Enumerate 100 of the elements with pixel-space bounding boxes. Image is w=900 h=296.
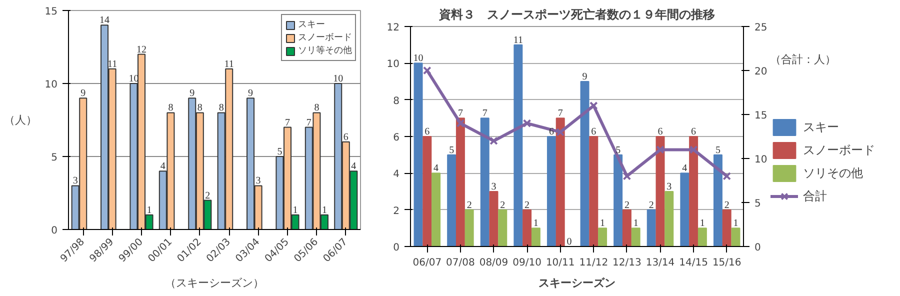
data-label: 14 [100, 15, 110, 26]
y2-axis-title: （合計：人） [770, 52, 837, 67]
data-label: 2 [500, 200, 506, 211]
bar [456, 118, 465, 246]
data-label: 4 [160, 161, 166, 172]
x-tick-label: 12/13 [612, 258, 642, 268]
data-label: 1 [146, 204, 152, 216]
data-label: 1 [533, 218, 538, 230]
point [622, 172, 632, 180]
data-label: 5 [616, 144, 621, 156]
bar [498, 209, 508, 246]
data-label: 1 [633, 218, 638, 230]
legend-label: スキー [803, 118, 839, 136]
bar [580, 81, 590, 246]
y-tick-label: 0 [51, 226, 58, 236]
bar [556, 118, 565, 246]
bar [422, 136, 432, 246]
data-label: 4 [434, 163, 439, 174]
y-tick-label: 5 [51, 152, 58, 164]
x-axis-title: （スキーシーズン） [165, 276, 264, 290]
legend-label: ソリ等その他 [298, 44, 352, 57]
data-label: 1 [322, 204, 327, 216]
data-label: 11 [513, 34, 523, 46]
data-label: 10 [413, 53, 424, 64]
bar [480, 118, 490, 246]
y-tick-label: 15 [44, 6, 58, 18]
data-label: 4 [351, 161, 356, 172]
y-tick-label: 10 [386, 59, 400, 70]
x-tick-label: 08/09 [479, 258, 508, 268]
data-label: 9 [190, 88, 195, 100]
bar [489, 191, 498, 246]
data-label: 11 [107, 58, 118, 70]
bar [689, 136, 698, 246]
legend-label: スノーボード [298, 32, 352, 44]
y-tick-label: 2 [393, 206, 400, 217]
bar [664, 191, 674, 246]
bar [531, 228, 540, 246]
point [722, 172, 732, 180]
bar [598, 228, 608, 246]
data-label: 1 [600, 218, 606, 230]
bar [614, 154, 623, 246]
data-label: 2 [524, 200, 530, 211]
data-label: 9 [582, 72, 588, 82]
x-tick-label: 06/07 [412, 258, 442, 268]
data-label: 2 [724, 200, 730, 211]
y-tick-label: 0 [393, 242, 400, 254]
bar [589, 136, 598, 246]
x-tick-label: 11/12 [579, 258, 608, 268]
bar [414, 62, 423, 246]
point [556, 128, 565, 136]
data-label: 8 [197, 102, 202, 114]
data-label: 8 [168, 102, 174, 114]
data-label: 4 [682, 163, 688, 174]
y2-tick-label: 5 [754, 198, 761, 210]
x-tick-label: 15/16 [712, 258, 742, 268]
bar [646, 209, 656, 246]
data-label: 7 [458, 108, 463, 120]
data-label: 3 [72, 176, 78, 187]
x-tick-label: 13/14 [646, 258, 675, 268]
data-label: 6 [424, 126, 430, 138]
data-label: 5 [277, 146, 282, 158]
data-label: 5 [449, 144, 454, 156]
y2-tick-label: 20 [754, 66, 768, 78]
y-axis-title: （人） [4, 114, 37, 126]
point [522, 119, 532, 128]
data-label: 2 [205, 190, 210, 202]
data-label: 7 [482, 108, 488, 120]
point [689, 146, 698, 154]
data-label: 2 [624, 200, 630, 211]
chart-title: 資料３ スノースポーツ死亡者数の１９年間の推移 [438, 8, 715, 22]
data-label: 8 [218, 102, 224, 114]
bar [622, 209, 632, 246]
point [589, 102, 598, 110]
data-label: 6 [591, 126, 596, 138]
data-label: 3 [491, 182, 496, 192]
data-label: 3 [666, 182, 672, 192]
bar [698, 228, 707, 246]
data-label: 6 [343, 132, 348, 143]
y-tick-label: 12 [386, 22, 400, 34]
x-tick-label: 10/11 [546, 258, 575, 268]
x-tick-label: 14/15 [679, 258, 708, 268]
data-label: 6 [658, 126, 663, 138]
legend-label: 合計 [803, 188, 827, 204]
data-label: 2 [466, 200, 472, 211]
data-label: 3 [256, 176, 261, 187]
y-tick-label: 6 [393, 132, 400, 144]
data-label: 7 [306, 117, 312, 128]
data-label: 5 [715, 144, 720, 156]
bar [432, 172, 441, 246]
data-label: 1 [292, 204, 298, 216]
x-tick-label: 07/08 [446, 258, 475, 268]
point [456, 119, 465, 128]
bar [447, 154, 456, 246]
y2-tick-label: 15 [754, 110, 768, 122]
point [656, 146, 664, 154]
data-label: 10 [333, 74, 344, 84]
y-tick-label: 4 [393, 169, 400, 180]
y2-tick-label: 0 [754, 242, 761, 254]
data-label: 7 [558, 108, 563, 120]
legend-label: スノーボード [803, 142, 875, 158]
